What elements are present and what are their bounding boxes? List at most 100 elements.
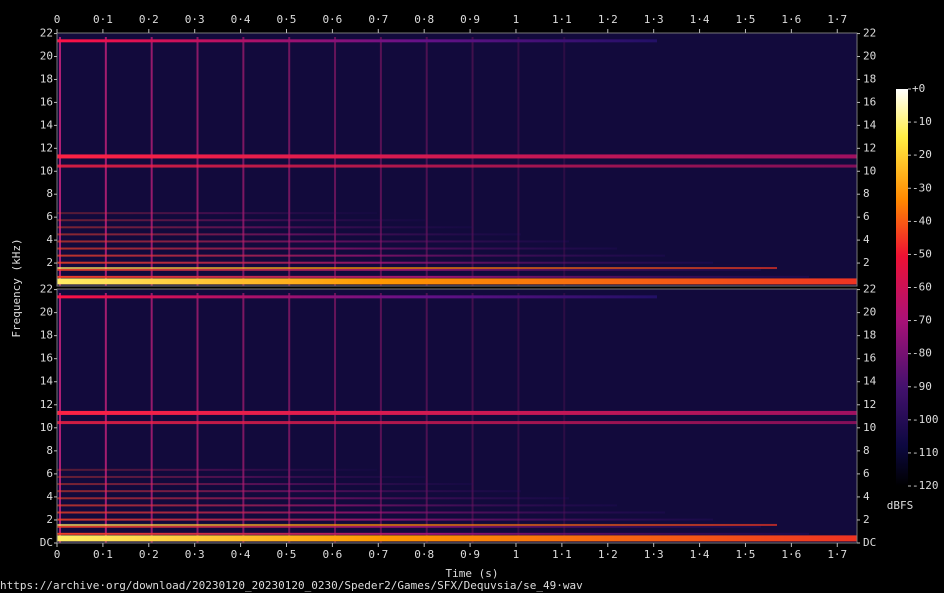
x-tick-label: 0·6 (322, 13, 342, 26)
y-tick-label: 16 (40, 352, 53, 365)
y-tick-label: 14 (863, 118, 877, 131)
band (57, 295, 657, 299)
colorbar (896, 89, 908, 486)
harmonic (57, 511, 665, 514)
colorbar-tick-label: -40 (912, 214, 932, 227)
y-tick-label: 18 (863, 72, 876, 85)
y-tick-label: 10 (40, 421, 53, 434)
colorbar-tick-label: -80 (912, 347, 932, 360)
onset (288, 37, 291, 286)
x-tick-label: 0·7 (368, 548, 388, 561)
x-tick-label: 1·3 (644, 548, 664, 561)
y-tick-label: DC (863, 536, 876, 549)
onset (379, 293, 382, 543)
y-tick-label: DC (40, 536, 53, 549)
y-tick-label: 4 (863, 490, 870, 503)
onset (242, 37, 245, 286)
y-tick-label: 12 (40, 398, 53, 411)
band (57, 154, 857, 159)
onset (59, 293, 61, 543)
band (57, 267, 777, 270)
y-tick-label: 14 (40, 375, 54, 388)
x-tick-label: 1·7 (827, 13, 847, 26)
x-tick-label: 1·4 (690, 13, 710, 26)
x-tick-label: 0·1 (93, 548, 113, 561)
footer-url: https://archive·org/download/20230120_20… (0, 579, 583, 592)
x-tick-label: 0·3 (185, 13, 205, 26)
y-tick-label: 12 (40, 141, 53, 154)
y-tick-label: 2 (46, 256, 53, 269)
spectrum-image (56, 32, 858, 544)
harmonic (57, 525, 761, 528)
y-tick-label: 14 (863, 375, 877, 388)
colorbar-tick-label: -100 (912, 413, 939, 426)
x-tick-label: 1·7 (827, 548, 847, 561)
y-tick-label: 12 (863, 141, 876, 154)
y-tick-label: 20 (863, 50, 876, 63)
x-tick-label: 0·7 (368, 13, 388, 26)
y-tick-label: 4 (46, 490, 53, 503)
x-tick-label: 0·3 (185, 548, 205, 561)
y-tick-label: 2 (863, 513, 870, 526)
x-tick-label: 1·1 (552, 13, 572, 26)
band (57, 164, 857, 168)
onset (563, 293, 566, 543)
band (57, 39, 657, 43)
onset (242, 293, 245, 543)
harmonic (57, 497, 569, 500)
harmonic (57, 504, 617, 507)
x-tick-label: 1·3 (644, 13, 664, 26)
x-tick-label: 1 (513, 548, 520, 561)
onset (150, 293, 153, 543)
onset (196, 293, 199, 543)
colorbar-label: dBFS (887, 499, 914, 512)
onset (425, 293, 428, 543)
onset (425, 37, 428, 286)
band (57, 523, 777, 526)
onset (517, 293, 520, 543)
colorbar-tick-label: -20 (912, 148, 932, 161)
harmonic (57, 475, 425, 478)
harmonic (57, 219, 425, 222)
band (57, 278, 857, 285)
y-tick-label: 16 (863, 352, 876, 365)
x-tick-label: 0 (54, 548, 61, 561)
harmonic (57, 212, 377, 215)
harmonic (57, 233, 521, 236)
x-tick-label: 1·1 (552, 548, 572, 561)
x-axis-label: Time (s) (446, 567, 499, 580)
onset (563, 37, 566, 286)
y-tick-label: 16 (40, 95, 53, 108)
frame (56, 288, 858, 544)
y-tick-label: 14 (40, 118, 54, 131)
harmonic (57, 261, 713, 264)
y-tick-label: 10 (40, 164, 53, 177)
x-tick-label: 1·4 (690, 548, 710, 561)
harmonic (57, 518, 713, 521)
harmonic (57, 268, 761, 271)
y-tick-label: 22 (863, 283, 876, 296)
onset (517, 37, 520, 286)
y-tick-label: 6 (863, 467, 870, 480)
y-tick-label: 2 (46, 513, 53, 526)
band (57, 421, 857, 425)
spectrum-background (57, 33, 857, 286)
harmonic (57, 468, 377, 471)
y-tick-label: 8 (863, 187, 870, 200)
onset (196, 37, 199, 286)
y-tick-label: 2 (863, 256, 870, 269)
y-tick-label: 12 (863, 398, 876, 411)
y-tick-label: 22 (863, 27, 876, 40)
band (57, 535, 857, 542)
onset (59, 37, 61, 286)
x-tick-label: 1·2 (598, 13, 618, 26)
x-tick-label: 0·1 (93, 13, 113, 26)
onset (334, 37, 337, 286)
y-tick-label: 8 (863, 444, 870, 457)
onset (104, 37, 107, 286)
colorbar-tick-label: -90 (912, 380, 932, 393)
frame (56, 32, 858, 287)
x-tick-label: 1·6 (781, 13, 801, 26)
harmonic (57, 226, 473, 229)
